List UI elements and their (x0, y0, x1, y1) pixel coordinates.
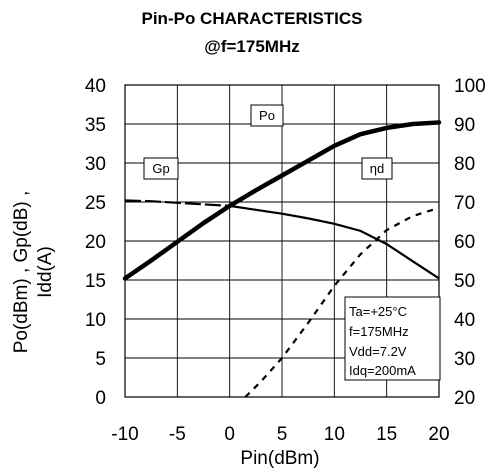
label-po: Po (250, 104, 284, 127)
plot-frame (124, 84, 440, 398)
x-tick-label: -5 (169, 424, 186, 445)
y2-tick-label: 80 (454, 154, 475, 175)
label-eta: ηd (361, 157, 393, 180)
label-gp-text: Gp (152, 161, 169, 176)
series-gp-line (229, 204, 440, 280)
y-tick-label: 5 (95, 349, 106, 370)
x-tick-label: 20 (428, 424, 449, 445)
y2-tick-label: 90 (454, 115, 475, 136)
label-gp: Gp (143, 157, 179, 180)
chart-subtitle: @f=175MHz (204, 37, 299, 56)
y2-tick-label: 100 (454, 76, 486, 97)
conditions-box: Ta=+25°C f=175MHz Vdd=7.2V Idq=200mA (344, 296, 441, 381)
y-tick-label: 20 (85, 232, 106, 253)
x-tick-label: 10 (324, 424, 345, 445)
y2-tick-label: 20 (454, 388, 475, 409)
condition-idq: Idq=200mA (349, 363, 416, 378)
y-axis-label-line-2: Idd(A) (35, 246, 56, 298)
y-axis-label-line-1: Po(dBm) , Gp(dB) , (11, 191, 32, 354)
x-axis-label: Pin(dBm) (240, 448, 319, 469)
y-tick-label: 35 (85, 115, 106, 136)
y2-tick-labels: 20 30 40 50 60 70 80 90 100 (454, 76, 486, 409)
x-tick-labels: -10 -5 0 5 10 15 20 (111, 424, 449, 445)
series-po-line (122, 120, 442, 281)
y2-tick-label: 50 (454, 271, 475, 292)
y2-tick-label: 30 (454, 349, 475, 370)
condition-temperature: Ta=+25°C (349, 304, 407, 319)
y-tick-labels: 0 5 10 15 20 25 30 35 40 (85, 76, 106, 409)
condition-vdd: Vdd=7.2V (349, 344, 407, 359)
y-tick-label: 30 (85, 154, 106, 175)
y-tick-label: 15 (85, 271, 106, 292)
y2-tick-label: 60 (454, 232, 475, 253)
x-tick-label: -10 (111, 424, 138, 445)
label-eta-box (361, 157, 393, 180)
y-tick-label: 25 (85, 193, 106, 214)
y-tick-label: 40 (85, 76, 106, 97)
x-tick-label: 0 (224, 424, 235, 445)
x-tick-label: 5 (277, 424, 288, 445)
y-tick-label: 10 (85, 310, 106, 331)
label-po-box (250, 104, 284, 127)
label-po-text: Po (259, 108, 275, 123)
label-gp-box (143, 157, 179, 180)
label-eta-text: ηd (370, 161, 384, 176)
chart-title: Pin-Po CHARACTERISTICS (142, 9, 363, 28)
y-tick-label: 0 (95, 388, 106, 409)
conditions-box-frame (344, 296, 441, 381)
condition-frequency: f=175MHz (349, 324, 409, 339)
series-gp-line-dashed (124, 199, 230, 207)
series-layer (122, 120, 442, 398)
x-tick-label: 15 (376, 424, 397, 445)
y2-tick-label: 70 (454, 193, 475, 214)
y2-tick-label: 40 (454, 310, 475, 331)
